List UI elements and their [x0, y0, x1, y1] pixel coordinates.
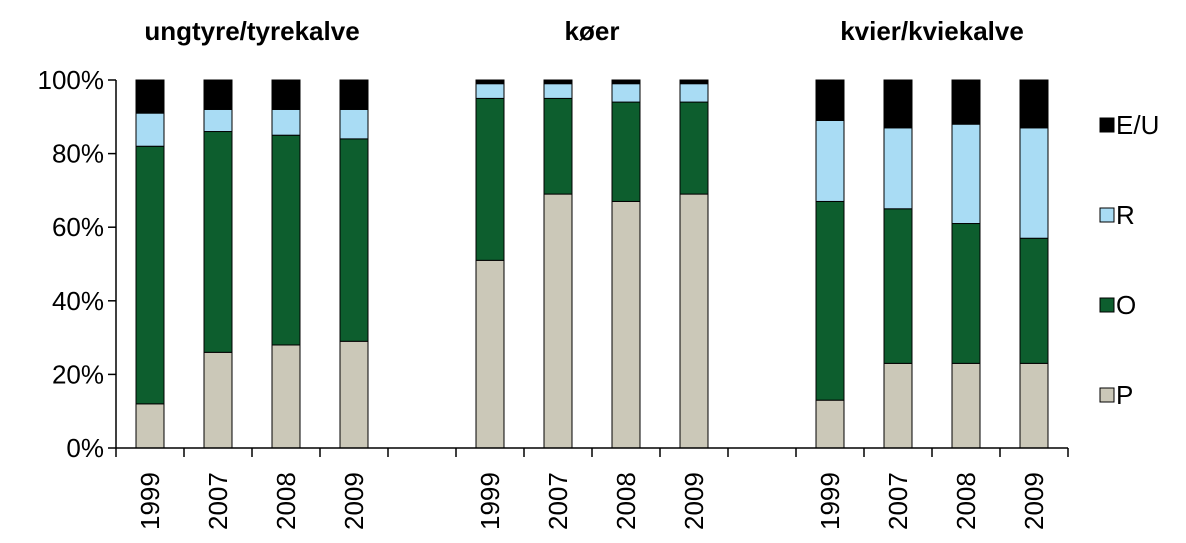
bar-segment-r [135, 112, 165, 147]
bar-segment-r [271, 108, 301, 136]
y-tick-label: 60% [52, 212, 104, 242]
x-tick-label: 1999 [815, 472, 845, 530]
axes-layer: 1999 2007 2008 2009 1999 2007 2008 2009 1999 2007… [38, 65, 1069, 530]
bar-segment-e-u [271, 79, 301, 110]
group-title: ungtyre/tyrekalve [144, 16, 359, 46]
x-tick-label: 2009 [679, 472, 709, 530]
bar-segment-p [815, 399, 845, 449]
bar-segment-o [135, 145, 165, 405]
bar-segment-p [475, 259, 505, 449]
bar-segment-r [611, 83, 641, 103]
bar-segment-e-u [951, 79, 981, 125]
bar-segment-o [203, 131, 233, 353]
x-tick-label: 2008 [951, 472, 981, 530]
x-tick-label: 2008 [271, 472, 301, 530]
group-title: kvier/kviekalve [840, 16, 1024, 46]
bar-segment-r [339, 108, 369, 140]
legend-label: E/U [1116, 110, 1159, 140]
y-tick-label: 40% [52, 286, 104, 316]
legend-label: R [1116, 200, 1135, 230]
x-tick-label: 2007 [883, 472, 913, 530]
x-tick-label: 1999 [135, 472, 165, 530]
bar-segment-r [203, 108, 233, 133]
bar-segment-p [271, 344, 301, 449]
bar-segment-e-u [883, 79, 913, 129]
group-title: køer [565, 16, 620, 46]
legend: E/U R O P [1099, 110, 1159, 410]
x-tick-label: 2009 [1019, 472, 1049, 530]
legend-label: O [1116, 290, 1136, 320]
bar-segment-e-u [203, 79, 233, 110]
x-tick-label: 2008 [611, 472, 641, 530]
bar-segment-p [203, 351, 233, 449]
bar-segment-p [883, 362, 913, 449]
group-titles-layer: ungtyre/tyrekalve køer kvier/kviekalve [144, 16, 1023, 46]
bar-segment-o [271, 134, 301, 346]
legend-label: P [1116, 380, 1133, 410]
bar-segment-e-u [475, 79, 505, 85]
bar-segment-e-u [543, 79, 573, 85]
bar-segment-p [339, 340, 369, 449]
bar-segment-r [679, 83, 709, 103]
bar-segment-o [679, 101, 709, 195]
legend-swatch-o [1099, 297, 1115, 313]
bar-segment-o [1019, 237, 1049, 364]
x-tick-label: 2007 [203, 472, 233, 530]
x-tick-label: 2009 [339, 472, 369, 530]
bar-segment-r [475, 83, 505, 99]
bar-segment-r [951, 123, 981, 225]
bar-segment-p [611, 200, 641, 449]
bar-segment-r [543, 83, 573, 99]
bar-segment-o [339, 138, 369, 342]
bar-segment-p [1019, 362, 1049, 449]
x-tick-label: 2007 [543, 472, 573, 530]
bar-segment-o [815, 200, 845, 401]
bar-segment-r [815, 119, 845, 202]
bar-segment-o [543, 97, 573, 195]
bar-segment-e-u [679, 79, 709, 85]
y-tick-label: 20% [52, 359, 104, 389]
y-tick-label: 80% [52, 139, 104, 169]
bar-segment-o [883, 208, 913, 364]
bar-segment-e-u [611, 79, 641, 85]
legend-swatch-e-u [1099, 117, 1115, 133]
bars-layer [135, 79, 1049, 449]
bar-segment-r [883, 127, 913, 210]
bar-segment-e-u [135, 79, 165, 114]
x-tick-label: 1999 [475, 472, 505, 530]
bar-segment-e-u [1019, 79, 1049, 129]
bar-segment-r [1019, 127, 1049, 239]
bar-segment-p [679, 193, 709, 449]
bar-segment-e-u [339, 79, 369, 110]
legend-swatch-r [1099, 207, 1115, 223]
bar-segment-o [475, 97, 505, 261]
bar-segment-o [951, 223, 981, 364]
y-tick-label: 100% [38, 65, 105, 95]
y-tick-label: 0% [66, 433, 104, 463]
bar-segment-p [951, 362, 981, 449]
bar-segment-p [135, 403, 165, 449]
bar-segment-e-u [815, 79, 845, 121]
legend-swatch-p [1099, 387, 1115, 403]
bar-segment-o [611, 101, 641, 202]
bar-segment-p [543, 193, 573, 449]
